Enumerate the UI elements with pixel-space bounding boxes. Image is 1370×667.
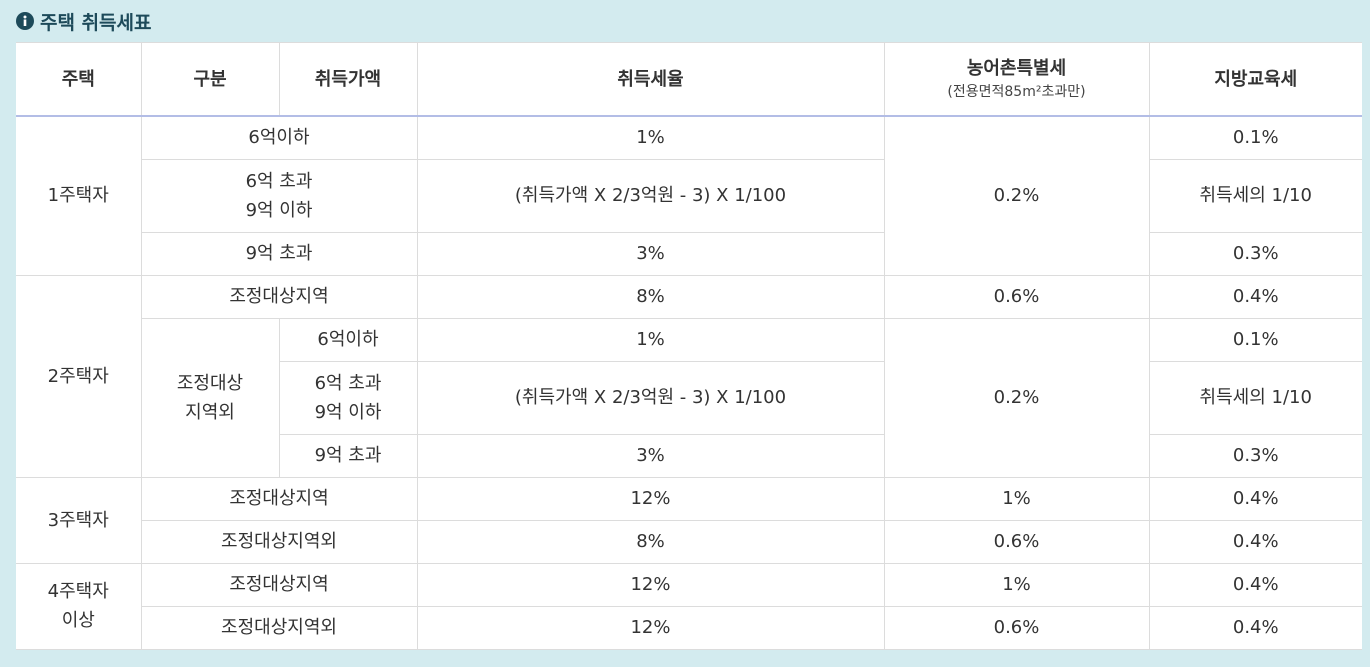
cell: 취득세의 1/10 bbox=[1148, 360, 1362, 435]
row: 1주택자 6억이하 1% 0.2% 0.1% bbox=[16, 115, 1362, 276]
cell: 취득세의 1/10 bbox=[1148, 158, 1362, 233]
row: 조정대상 지역외 6억이하 1% 0.2% 0.1% bbox=[16, 317, 1362, 478]
cell: 조정대상지역 bbox=[140, 562, 418, 607]
cell: 조정대상지역외 bbox=[141, 519, 418, 564]
row: 9억 초과 3% 0.3% bbox=[16, 433, 1362, 478]
cell: 9억 초과 bbox=[141, 231, 418, 276]
cell: 3% bbox=[416, 433, 885, 478]
title-text: 주택 취득세표 bbox=[40, 11, 152, 34]
cell: 0.3% bbox=[1148, 231, 1362, 276]
cell: 1% bbox=[883, 476, 1150, 521]
cell: (취득가액 X 2/3억원 - 3) X 1/100 bbox=[416, 360, 885, 435]
cell: 2주택자 bbox=[16, 274, 142, 478]
row: 조정대상지역외 8% 0.6% 0.4% bbox=[16, 519, 1362, 564]
cell: 0.4% bbox=[1148, 274, 1362, 319]
row: 3주택자 조정대상지역 12% 1% 0.4% bbox=[16, 476, 1362, 564]
cell: 3주택자 bbox=[16, 476, 142, 564]
cell: 0.4% bbox=[1148, 562, 1362, 607]
header-note: (전용면적85m²초과만) bbox=[947, 84, 1086, 100]
cell: 조정대상지역 bbox=[140, 476, 418, 521]
section-title: 주택 취득세표 bbox=[16, 8, 152, 34]
header-cell: 취득가액 bbox=[278, 42, 418, 117]
cell: 6억이하 bbox=[140, 115, 418, 160]
row: 2주택자 조정대상지역 8% 0.6% 0.4% bbox=[16, 274, 1362, 478]
cell: 3% bbox=[416, 231, 885, 276]
cell: 1% bbox=[416, 317, 885, 362]
row: 6억 초과 9억 이하 (취득가액 X 2/3억원 - 3) X 1/100 취… bbox=[16, 360, 1362, 435]
cell: 0.4% bbox=[1148, 476, 1362, 521]
header-cell: 농어촌특별세 (전용면적85m²초과만) bbox=[883, 42, 1150, 117]
cell: 8% bbox=[416, 519, 885, 564]
cell: 0.4% bbox=[1148, 605, 1362, 650]
cell: 12% bbox=[416, 476, 885, 521]
header-cell: 지방교육세 bbox=[1148, 42, 1362, 117]
cell: 6억이하 bbox=[278, 317, 418, 362]
cell: 6억 초과 9억 이하 bbox=[279, 360, 418, 435]
header-cell: 취득세율 bbox=[416, 42, 885, 117]
cell: 9억 초과 bbox=[279, 433, 418, 478]
cell: 12% bbox=[416, 605, 885, 650]
cell: 1% bbox=[416, 115, 885, 160]
info-icon bbox=[16, 12, 34, 30]
cell: 조정대상지역 bbox=[140, 274, 418, 319]
cell: 0.1% bbox=[1148, 115, 1362, 160]
header-text: 농어촌특별세 bbox=[966, 58, 1067, 79]
cell: 4주택자 이상 bbox=[16, 562, 142, 650]
cell: 0.6% bbox=[883, 519, 1150, 564]
header-cell: 주택 bbox=[16, 42, 142, 117]
cell: (취득가액 X 2/3억원 - 3) X 1/100 bbox=[416, 158, 885, 233]
row: 6억 초과 9억 이하 (취득가액 X 2/3억원 - 3) X 1/100 취… bbox=[16, 158, 1362, 233]
header-cell: 구분 bbox=[140, 42, 280, 117]
cell: 0.4% bbox=[1148, 519, 1362, 564]
row: 4주택자 이상 조정대상지역 12% 1% 0.4% bbox=[16, 562, 1362, 650]
header-row: 주택 구분 취득가액 취득세율 농어촌특별세 (전용면적85m²초과만) 지방교육… bbox=[16, 42, 1362, 117]
cell: 0.1% bbox=[1148, 317, 1362, 362]
cell: 0.6% bbox=[883, 605, 1150, 650]
cell: 0.6% bbox=[883, 274, 1150, 319]
cell: 조정대상지역외 bbox=[141, 605, 418, 650]
cell: 1주택자 bbox=[16, 115, 142, 276]
row: 9억 초과 3% 0.3% bbox=[16, 231, 1362, 276]
cell: 조정대상 지역외 bbox=[141, 317, 280, 478]
tax-table: 주택 구분 취득가액 취득세율 농어촌특별세 (전용면적85m²초과만) 지방교육… bbox=[16, 42, 1362, 650]
cell: 0.2% bbox=[883, 115, 1150, 276]
row: 조정대상지역외 12% 0.6% 0.4% bbox=[16, 605, 1362, 650]
cell: 0.3% bbox=[1148, 433, 1362, 478]
cell: 0.2% bbox=[883, 317, 1150, 478]
cell: 8% bbox=[416, 274, 885, 319]
cell: 6억 초과 9억 이하 bbox=[141, 158, 418, 233]
cell: 1% bbox=[883, 562, 1150, 607]
cell: 12% bbox=[416, 562, 885, 607]
